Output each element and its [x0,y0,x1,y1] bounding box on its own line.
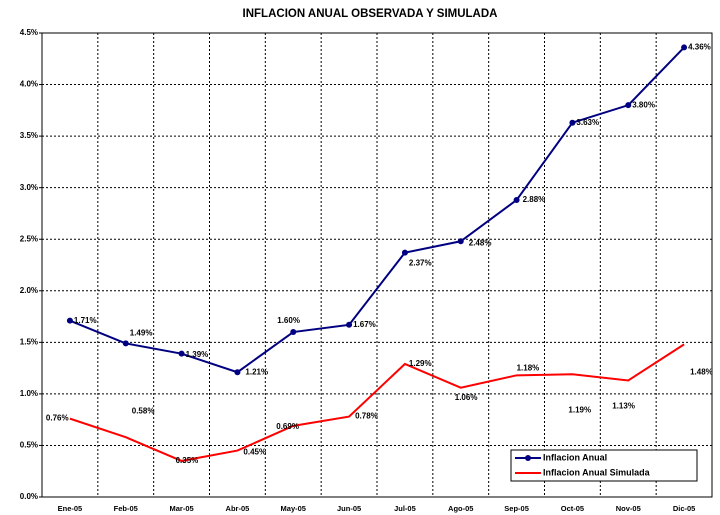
x-tick-label: Abr-05 [226,504,250,513]
data-label: 0.45% [243,448,266,457]
x-tick-label: Ene-05 [58,504,83,513]
data-label: 0.76% [46,414,69,423]
point-marker [569,119,576,126]
data-label: 3.80% [632,100,655,109]
data-label: 2.37% [409,259,432,268]
point-marker [178,350,185,357]
point-marker [66,317,73,324]
y-tick-label: 1.0% [20,389,38,398]
data-label: 0.69% [276,422,299,431]
data-label: 1.13% [612,402,635,411]
point-marker [401,249,408,256]
data-label: 1.49% [130,328,153,337]
x-tick-label: Sep-05 [504,504,529,513]
data-label: 3.63% [576,118,599,127]
y-tick-label: 0.0% [20,492,38,501]
point-marker [290,329,297,336]
x-tick-label: Feb-05 [114,504,138,513]
legend-marker [525,455,531,461]
x-tick-label: Jul-05 [394,504,416,513]
y-tick-label: 4.5% [20,28,38,37]
y-tick-label: 2.5% [20,234,38,243]
data-label: 1.60% [277,316,300,325]
x-tick-label: Oct-05 [561,504,584,513]
point-marker [681,44,688,51]
data-label: 1.19% [568,405,591,414]
series-line [69,46,685,374]
data-label: 0.78% [355,412,378,421]
x-tick-label: Nov-05 [616,504,641,513]
y-tick-label: 3.0% [20,183,38,192]
legend-label: Inflacion Anual Simulada [543,467,651,477]
point-marker [122,340,129,347]
data-label: 1.21% [245,367,268,376]
data-label: 1.71% [74,316,97,325]
legend-label: Inflacion Anual [543,452,607,462]
x-tick-label: Mar-05 [169,504,193,513]
data-label: 0.35% [176,456,199,465]
chart-title: INFLACION ANUAL OBSERVADA Y SIMULADA [243,8,498,20]
data-label: 1.06% [455,393,478,402]
data-label: 0.58% [132,406,155,415]
data-label: 1.67% [353,320,376,329]
y-tick-label: 2.0% [20,286,38,295]
y-tick-label: 0.5% [20,441,38,450]
point-marker [513,197,520,204]
x-tick-label: Jun-05 [337,504,361,513]
x-tick-label: Dic-05 [673,504,696,513]
series-line [69,343,685,462]
data-label: 1.39% [186,350,209,359]
x-tick-label: Ago-05 [448,504,473,513]
y-tick-label: 1.5% [20,337,38,346]
data-label: 1.18% [517,363,540,372]
point-marker [234,369,241,376]
data-label: 1.29% [409,359,432,368]
data-label: 2.48% [469,238,492,247]
data-label: 4.36% [688,43,711,52]
x-tick-label: May-05 [281,504,306,513]
point-marker [625,102,632,109]
point-marker [457,238,464,245]
data-label: 2.88% [523,195,546,204]
data-label: 1.48% [690,368,713,377]
legend: Inflacion Anual Inflacion Anual Simulada [510,449,698,482]
point-marker [346,321,353,328]
plot-frame [41,32,713,498]
y-tick-label: 4.0% [20,80,38,89]
y-tick-label: 3.5% [20,131,38,140]
legend-box [510,449,698,482]
